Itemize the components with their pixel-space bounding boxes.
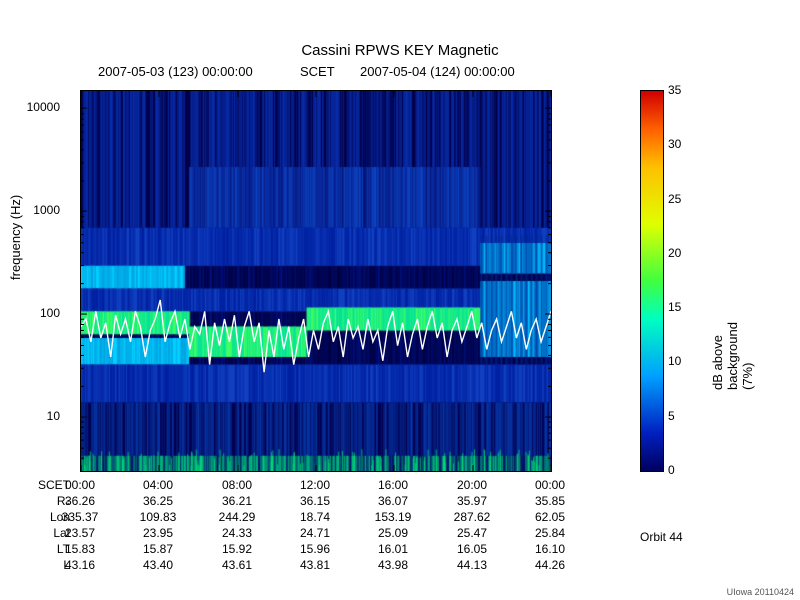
x-tick-label: 25.09 bbox=[358, 526, 428, 540]
x-tick-label: 36.26 bbox=[45, 494, 115, 508]
x-tick-label: 23.95 bbox=[123, 526, 193, 540]
x-tick-label: 35.85 bbox=[515, 494, 585, 508]
colorbar-tick-label: 5 bbox=[668, 409, 675, 423]
x-tick-label: 36.25 bbox=[123, 494, 193, 508]
x-tick-label: 43.81 bbox=[280, 558, 350, 572]
subtitle-right: 2007-05-04 (124) 00:00:00 bbox=[360, 64, 515, 79]
x-tick-label: 36.21 bbox=[202, 494, 272, 508]
x-tick-label: 04:00 bbox=[123, 478, 193, 492]
x-tick-label: 62.05 bbox=[515, 510, 585, 524]
colorbar-tick-label: 15 bbox=[668, 300, 681, 314]
x-tick-label: 16:00 bbox=[358, 478, 428, 492]
x-tick-label: 35.97 bbox=[437, 494, 507, 508]
x-tick-label: 16.01 bbox=[358, 542, 428, 556]
x-tick-label: 25.84 bbox=[515, 526, 585, 540]
x-tick-label: 335.37 bbox=[45, 510, 115, 524]
x-tick-label: 43.98 bbox=[358, 558, 428, 572]
x-tick-label: 23.57 bbox=[45, 526, 115, 540]
orbit-label: Orbit 44 bbox=[640, 530, 683, 544]
x-tick-label: 25.47 bbox=[437, 526, 507, 540]
chart-title: Cassini RPWS KEY Magnetic bbox=[0, 42, 800, 59]
x-tick-label: 20:00 bbox=[437, 478, 507, 492]
y-tick-label: 1000 bbox=[0, 203, 60, 217]
colorbar-tick-label: 0 bbox=[668, 463, 675, 477]
x-tick-label: 08:00 bbox=[202, 478, 272, 492]
subtitle-mid: SCET bbox=[300, 64, 335, 79]
y-tick-label: 100 bbox=[0, 306, 60, 320]
x-tick-label: 15.96 bbox=[280, 542, 350, 556]
x-tick-label: 109.83 bbox=[123, 510, 193, 524]
x-tick-label: 15.83 bbox=[45, 542, 115, 556]
colorbar-tick-label: 35 bbox=[668, 83, 681, 97]
x-tick-label: 00:00 bbox=[515, 478, 585, 492]
x-tick-label: 43.16 bbox=[45, 558, 115, 572]
x-tick-label: 36.15 bbox=[280, 494, 350, 508]
footer-credit: UIowa 20110424 bbox=[727, 587, 794, 597]
x-tick-label: 287.62 bbox=[437, 510, 507, 524]
spectrogram-plot bbox=[80, 90, 552, 472]
colorbar-label: dB above background (7%) bbox=[710, 300, 755, 390]
x-tick-label: 24.33 bbox=[202, 526, 272, 540]
x-tick-label: 16.10 bbox=[515, 542, 585, 556]
x-tick-label: 15.92 bbox=[202, 542, 272, 556]
x-tick-label: 15.87 bbox=[123, 542, 193, 556]
x-tick-label: 18.74 bbox=[280, 510, 350, 524]
colorbar-tick-label: 25 bbox=[668, 192, 681, 206]
colorbar bbox=[640, 90, 664, 472]
x-tick-label: 00:00 bbox=[45, 478, 115, 492]
x-tick-label: 44.26 bbox=[515, 558, 585, 572]
x-tick-label: 44.13 bbox=[437, 558, 507, 572]
x-tick-label: 43.61 bbox=[202, 558, 272, 572]
x-tick-label: 16.05 bbox=[437, 542, 507, 556]
x-tick-label: 24.71 bbox=[280, 526, 350, 540]
x-tick-label: 244.29 bbox=[202, 510, 272, 524]
x-tick-label: 12:00 bbox=[280, 478, 350, 492]
y-tick-label: 10 bbox=[0, 409, 60, 423]
colorbar-tick-label: 30 bbox=[668, 137, 681, 151]
x-tick-label: 43.40 bbox=[123, 558, 193, 572]
colorbar-tick-label: 20 bbox=[668, 246, 681, 260]
y-tick-label: 10000 bbox=[0, 100, 60, 114]
x-tick-label: 153.19 bbox=[358, 510, 428, 524]
subtitle-left: 2007-05-03 (123) 00:00:00 bbox=[98, 64, 253, 79]
x-tick-label: 36.07 bbox=[358, 494, 428, 508]
colorbar-tick-label: 10 bbox=[668, 354, 681, 368]
